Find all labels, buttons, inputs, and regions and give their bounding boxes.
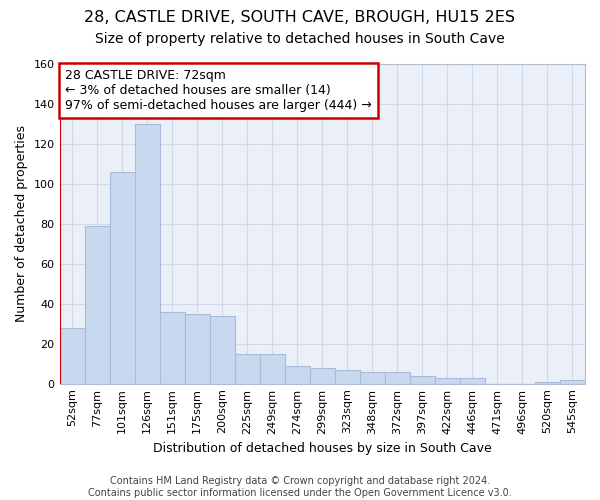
Bar bbox=[410, 376, 435, 384]
Text: Size of property relative to detached houses in South Cave: Size of property relative to detached ho… bbox=[95, 32, 505, 46]
Bar bbox=[209, 316, 235, 384]
Bar bbox=[134, 124, 160, 384]
X-axis label: Distribution of detached houses by size in South Cave: Distribution of detached houses by size … bbox=[153, 442, 491, 455]
Text: 28 CASTLE DRIVE: 72sqm
← 3% of detached houses are smaller (14)
97% of semi-deta: 28 CASTLE DRIVE: 72sqm ← 3% of detached … bbox=[65, 69, 371, 112]
Bar bbox=[385, 372, 410, 384]
Bar bbox=[435, 378, 460, 384]
Bar bbox=[310, 368, 335, 384]
Text: Contains HM Land Registry data © Crown copyright and database right 2024.
Contai: Contains HM Land Registry data © Crown c… bbox=[88, 476, 512, 498]
Bar bbox=[360, 372, 385, 384]
Bar bbox=[460, 378, 485, 384]
Bar bbox=[260, 354, 285, 384]
Bar bbox=[560, 380, 585, 384]
Bar bbox=[535, 382, 560, 384]
Bar bbox=[285, 366, 310, 384]
Y-axis label: Number of detached properties: Number of detached properties bbox=[15, 126, 28, 322]
Bar bbox=[85, 226, 110, 384]
Bar bbox=[110, 172, 134, 384]
Bar bbox=[185, 314, 209, 384]
Text: 28, CASTLE DRIVE, SOUTH CAVE, BROUGH, HU15 2ES: 28, CASTLE DRIVE, SOUTH CAVE, BROUGH, HU… bbox=[85, 10, 515, 25]
Bar bbox=[59, 328, 85, 384]
Bar bbox=[235, 354, 260, 384]
Bar bbox=[335, 370, 360, 384]
Bar bbox=[160, 312, 185, 384]
